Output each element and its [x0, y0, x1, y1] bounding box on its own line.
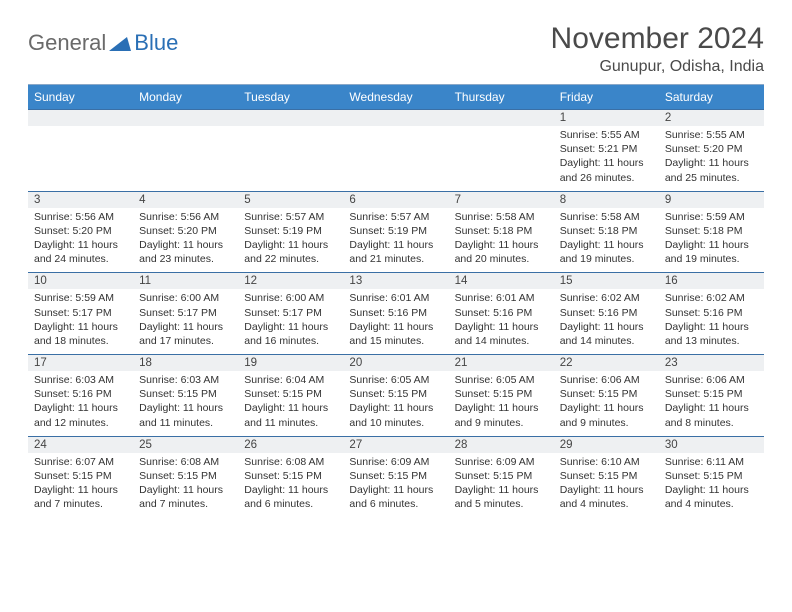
weekday-header: Wednesday [343, 85, 448, 110]
day-content-cell: Sunrise: 5:56 AMSunset: 5:20 PMDaylight:… [133, 208, 238, 273]
day-content-cell: Sunrise: 6:09 AMSunset: 5:15 PMDaylight:… [449, 453, 554, 518]
day-number-cell [133, 110, 238, 127]
day-number-cell: 13 [343, 273, 448, 290]
calendar-table: SundayMondayTuesdayWednesdayThursdayFrid… [28, 84, 764, 517]
day-number-cell: 5 [238, 191, 343, 208]
day-number-cell: 15 [554, 273, 659, 290]
day-number-cell: 4 [133, 191, 238, 208]
day-content-cell [449, 126, 554, 191]
weekday-header: Thursday [449, 85, 554, 110]
day-number-cell: 8 [554, 191, 659, 208]
day-content-cell: Sunrise: 6:07 AMSunset: 5:15 PMDaylight:… [28, 453, 133, 518]
day-number-cell: 30 [659, 436, 764, 453]
day-number-cell [28, 110, 133, 127]
day-content-cell: Sunrise: 6:00 AMSunset: 5:17 PMDaylight:… [238, 289, 343, 354]
day-number-cell: 23 [659, 355, 764, 372]
day-number-cell: 27 [343, 436, 448, 453]
day-content-cell: Sunrise: 6:06 AMSunset: 5:15 PMDaylight:… [659, 371, 764, 436]
day-content-cell: Sunrise: 6:01 AMSunset: 5:16 PMDaylight:… [449, 289, 554, 354]
day-number-cell: 9 [659, 191, 764, 208]
day-number-cell [238, 110, 343, 127]
day-number-cell: 16 [659, 273, 764, 290]
day-content-cell: Sunrise: 6:08 AMSunset: 5:15 PMDaylight:… [238, 453, 343, 518]
day-number-cell [343, 110, 448, 127]
page-title: November 2024 [551, 22, 764, 56]
day-content-cell: Sunrise: 5:59 AMSunset: 5:17 PMDaylight:… [28, 289, 133, 354]
day-number-cell: 3 [28, 191, 133, 208]
logo: General Blue [28, 30, 178, 56]
logo-text-general: General [28, 30, 106, 56]
weekday-header: Saturday [659, 85, 764, 110]
day-content-cell: Sunrise: 6:09 AMSunset: 5:15 PMDaylight:… [343, 453, 448, 518]
day-content-cell: Sunrise: 5:57 AMSunset: 5:19 PMDaylight:… [343, 208, 448, 273]
day-content-cell: Sunrise: 6:00 AMSunset: 5:17 PMDaylight:… [133, 289, 238, 354]
day-content-cell: Sunrise: 6:02 AMSunset: 5:16 PMDaylight:… [554, 289, 659, 354]
day-number-cell: 10 [28, 273, 133, 290]
weekday-header: Friday [554, 85, 659, 110]
day-content-cell [343, 126, 448, 191]
day-content-cell: Sunrise: 6:02 AMSunset: 5:16 PMDaylight:… [659, 289, 764, 354]
day-content-cell: Sunrise: 6:08 AMSunset: 5:15 PMDaylight:… [133, 453, 238, 518]
day-content-cell: Sunrise: 6:06 AMSunset: 5:15 PMDaylight:… [554, 371, 659, 436]
day-content-cell: Sunrise: 5:55 AMSunset: 5:21 PMDaylight:… [554, 126, 659, 191]
location-label: Gunupur, Odisha, India [551, 58, 764, 76]
day-number-cell: 24 [28, 436, 133, 453]
day-number-cell [449, 110, 554, 127]
day-content-cell: Sunrise: 5:55 AMSunset: 5:20 PMDaylight:… [659, 126, 764, 191]
day-number-cell: 1 [554, 110, 659, 127]
day-number-cell: 21 [449, 355, 554, 372]
day-number-cell: 11 [133, 273, 238, 290]
day-number-cell: 7 [449, 191, 554, 208]
day-content-cell: Sunrise: 5:57 AMSunset: 5:19 PMDaylight:… [238, 208, 343, 273]
day-number-cell: 19 [238, 355, 343, 372]
logo-triangle-icon [109, 35, 131, 51]
day-content-cell [238, 126, 343, 191]
day-number-cell: 14 [449, 273, 554, 290]
day-number-cell: 6 [343, 191, 448, 208]
day-content-cell: Sunrise: 5:58 AMSunset: 5:18 PMDaylight:… [554, 208, 659, 273]
day-content-cell: Sunrise: 6:05 AMSunset: 5:15 PMDaylight:… [343, 371, 448, 436]
day-content-cell: Sunrise: 6:03 AMSunset: 5:16 PMDaylight:… [28, 371, 133, 436]
day-number-cell: 29 [554, 436, 659, 453]
day-content-cell: Sunrise: 6:11 AMSunset: 5:15 PMDaylight:… [659, 453, 764, 518]
day-content-cell: Sunrise: 6:05 AMSunset: 5:15 PMDaylight:… [449, 371, 554, 436]
day-number-cell: 17 [28, 355, 133, 372]
weekday-header: Monday [133, 85, 238, 110]
day-content-cell [133, 126, 238, 191]
day-number-cell: 2 [659, 110, 764, 127]
day-number-cell: 25 [133, 436, 238, 453]
weekday-header: Sunday [28, 85, 133, 110]
day-content-cell: Sunrise: 6:01 AMSunset: 5:16 PMDaylight:… [343, 289, 448, 354]
day-content-cell: Sunrise: 6:10 AMSunset: 5:15 PMDaylight:… [554, 453, 659, 518]
day-number-cell: 22 [554, 355, 659, 372]
day-number-cell: 26 [238, 436, 343, 453]
day-content-cell: Sunrise: 6:04 AMSunset: 5:15 PMDaylight:… [238, 371, 343, 436]
day-number-cell: 12 [238, 273, 343, 290]
day-content-cell: Sunrise: 5:56 AMSunset: 5:20 PMDaylight:… [28, 208, 133, 273]
day-number-cell: 18 [133, 355, 238, 372]
day-number-cell: 28 [449, 436, 554, 453]
day-content-cell: Sunrise: 5:59 AMSunset: 5:18 PMDaylight:… [659, 208, 764, 273]
logo-text-blue: Blue [134, 30, 178, 56]
day-content-cell: Sunrise: 5:58 AMSunset: 5:18 PMDaylight:… [449, 208, 554, 273]
header: General Blue November 2024 Gunupur, Odis… [28, 22, 764, 76]
day-content-cell: Sunrise: 6:03 AMSunset: 5:15 PMDaylight:… [133, 371, 238, 436]
day-number-cell: 20 [343, 355, 448, 372]
day-content-cell [28, 126, 133, 191]
weekday-header: Tuesday [238, 85, 343, 110]
